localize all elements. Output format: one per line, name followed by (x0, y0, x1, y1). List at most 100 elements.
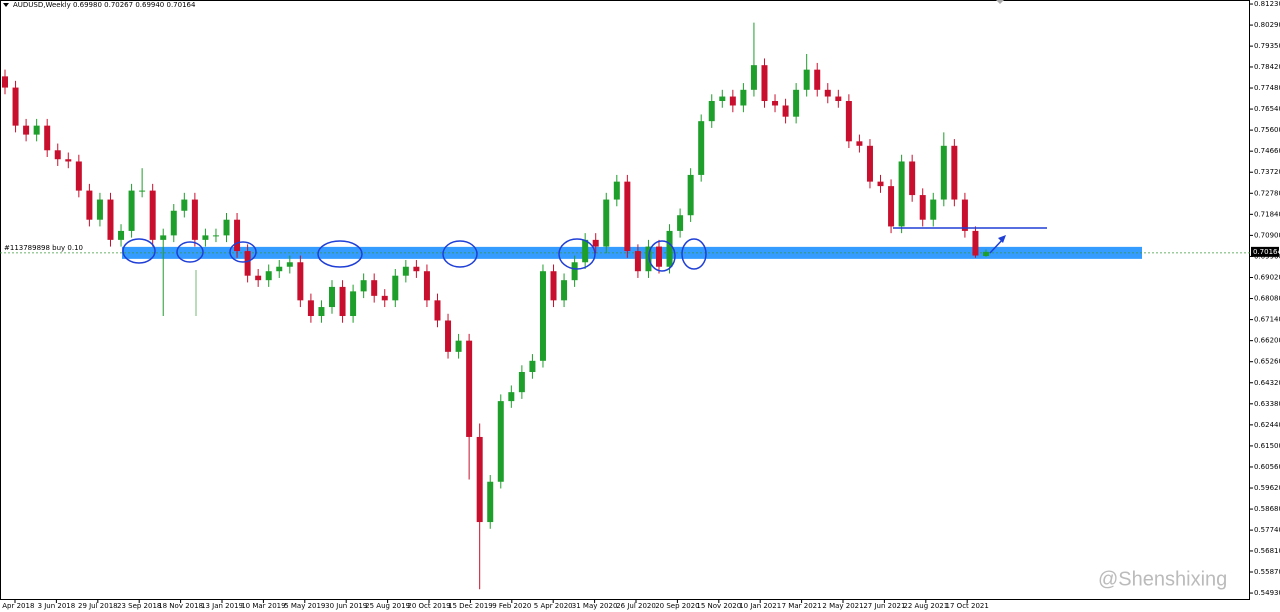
candle-body (782, 105, 789, 117)
candle-body (350, 291, 357, 317)
x-tick-label: 15 Nov 2020 (696, 602, 741, 610)
candle-body (592, 239, 599, 247)
x-tick-label: 29 Jul 2018 (78, 602, 118, 610)
candle-body (265, 271, 272, 281)
candle-body (33, 125, 40, 135)
candle-body (23, 125, 30, 135)
candle-body (75, 161, 82, 191)
x-tick-label: 9 Feb 2020 (492, 602, 531, 610)
x-tick-label: 5 Apr 2020 (534, 602, 573, 610)
candle-body (919, 195, 926, 220)
candle-body (191, 199, 198, 240)
menu-arrow[interactable] (3, 3, 9, 7)
candle-body (329, 286, 335, 308)
circle-annotation (122, 238, 156, 264)
candle-body (255, 275, 262, 281)
candle-body (793, 89, 800, 117)
candle-body (466, 340, 473, 437)
candle-body (434, 300, 441, 321)
candle-body (814, 69, 821, 90)
candle-body (603, 199, 610, 247)
x-tick-label: 15 Dec 2019 (448, 602, 493, 610)
candle-body (455, 340, 462, 352)
candle-body (750, 65, 757, 90)
scroll-marker (996, 0, 1004, 4)
x-tick-label: 27 Jun 2021 (863, 602, 905, 610)
candle-body (318, 307, 325, 317)
x-tick-label: 10 Jan 2021 (739, 602, 781, 610)
candle-body (423, 271, 430, 301)
candle-body (983, 251, 989, 256)
candle-body (149, 190, 156, 240)
plot-frame (0, 0, 1250, 600)
candle-body (698, 121, 705, 175)
last-price: 0.70164 (1253, 248, 1280, 256)
candle-body (118, 230, 125, 240)
candle-body (888, 186, 895, 227)
circle-annotation (648, 240, 676, 272)
candle-body (487, 481, 494, 523)
candle-body (898, 161, 905, 227)
candle-body (244, 251, 251, 276)
candle-body (656, 246, 662, 267)
candle-body (65, 159, 72, 162)
candle-body (961, 199, 968, 231)
circle-annotation (442, 240, 478, 268)
candle-body (571, 262, 578, 281)
candle-body (624, 181, 631, 252)
circle-annotation (176, 241, 204, 263)
candle-body (518, 372, 525, 393)
arrow-head (998, 235, 1006, 243)
candle-body (803, 69, 810, 90)
candle-body (835, 96, 842, 102)
candle-body (951, 145, 958, 200)
candle-body (128, 190, 135, 231)
circle-annotation (558, 238, 596, 270)
candle-body (86, 190, 93, 220)
candle-body (339, 286, 346, 317)
candle-body (824, 89, 831, 97)
candle-body (529, 360, 536, 373)
candle-body (613, 181, 620, 200)
candle-body (476, 436, 483, 523)
x-tick-label: 25 Aug 2019 (365, 602, 410, 610)
candle-body (286, 262, 293, 267)
candle-body (497, 401, 504, 482)
candle-body (297, 262, 304, 301)
candle-body (44, 125, 51, 151)
candle-body (719, 96, 726, 102)
candle-body (634, 251, 641, 272)
candle-body (582, 239, 589, 263)
candle-body (234, 219, 241, 252)
x-tick-label: 23 Sep 2018 (117, 602, 161, 610)
candle-body (202, 235, 209, 240)
candle-body (930, 199, 937, 220)
circle-annotation (229, 241, 257, 263)
candle-body (12, 87, 19, 126)
candle-body (561, 280, 568, 301)
circle-annotation (681, 238, 707, 270)
x-tick-label: 8 Apr 2018 (0, 602, 34, 610)
candle-body (940, 145, 947, 200)
x-tick-label: 7 Mar 2021 (782, 602, 822, 610)
candle-body (856, 141, 863, 146)
candle-body (402, 266, 409, 276)
